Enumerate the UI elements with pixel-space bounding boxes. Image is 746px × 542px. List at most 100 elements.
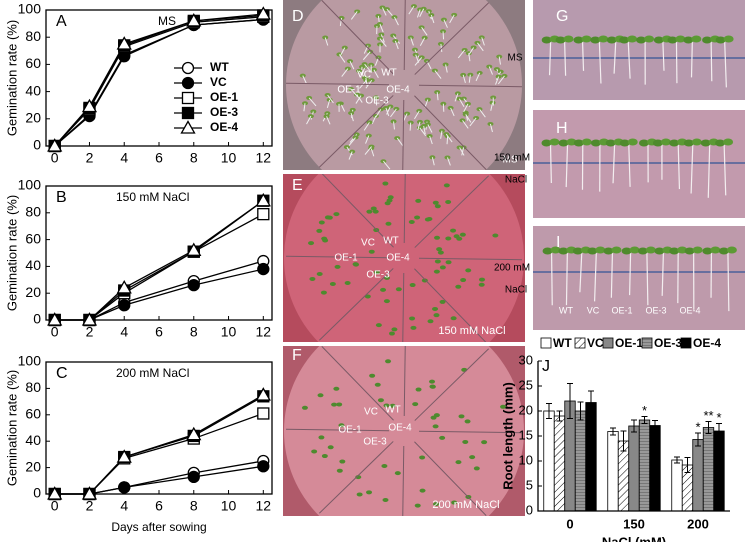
y-axis-label: Gemination rate (%) <box>4 20 19 136</box>
bar <box>607 431 619 512</box>
bar <box>553 415 566 512</box>
seedling <box>352 262 359 267</box>
seedling-root <box>579 250 583 293</box>
seedling <box>372 209 379 214</box>
plate-divider <box>414 2 489 75</box>
error-bar <box>588 390 594 415</box>
marker <box>81 486 98 500</box>
seedling <box>388 331 395 336</box>
condition-label: MS <box>158 14 176 28</box>
photo-text: WT <box>559 305 573 315</box>
seedling <box>629 246 640 254</box>
seedling <box>373 270 380 275</box>
seedling <box>318 435 325 440</box>
photo-text: 150 mM NaCl <box>438 325 505 337</box>
y-tick-label: 0 <box>526 502 533 517</box>
seedling <box>605 139 616 147</box>
seedling <box>445 200 452 205</box>
seedling-root <box>563 39 567 76</box>
marker <box>257 262 270 276</box>
seedling <box>409 283 416 288</box>
seedling <box>433 313 440 318</box>
marker <box>186 13 202 27</box>
seedling-root <box>341 68 349 77</box>
seedling <box>437 250 444 255</box>
plate-divider <box>414 268 487 342</box>
seedling <box>459 232 466 237</box>
seedling-root <box>339 17 343 27</box>
seedling <box>500 404 507 409</box>
seedling <box>549 138 560 146</box>
plate-divider <box>286 255 390 259</box>
seedling-root <box>488 66 493 75</box>
seedling <box>677 246 688 254</box>
series-line <box>54 268 264 321</box>
seedling <box>458 414 465 419</box>
seedling-root <box>497 75 505 85</box>
seedling <box>383 403 390 408</box>
error-bar <box>556 410 563 422</box>
seedling <box>541 139 552 147</box>
seedling <box>334 264 341 269</box>
seedling <box>375 323 382 328</box>
seedling <box>563 35 574 43</box>
seedling <box>339 459 346 464</box>
x-tick-label: 10 <box>221 324 237 340</box>
y-tick-label: 30 <box>519 352 533 367</box>
panel-label: H <box>556 120 568 137</box>
seedling <box>573 36 584 44</box>
error-bar <box>641 416 648 424</box>
panel-label: F <box>292 347 302 364</box>
seedling-root <box>463 103 469 113</box>
seedling <box>558 247 569 255</box>
seedling-root <box>340 47 346 56</box>
photo-text: OE-3 <box>645 305 666 315</box>
marker <box>47 312 63 326</box>
y-tick-label: 0 <box>33 137 41 153</box>
seedling <box>669 247 680 255</box>
seedling-root <box>350 112 354 122</box>
seedling <box>344 280 351 285</box>
seedling <box>587 247 598 255</box>
seedling-root <box>450 107 455 117</box>
seedling-root <box>598 39 602 84</box>
seedling <box>316 272 323 277</box>
seedling-root <box>371 115 377 125</box>
plate-divider <box>402 445 405 516</box>
seedling-root <box>381 7 387 16</box>
seedling-root <box>548 39 552 76</box>
x-tick-label: 0 <box>566 516 573 531</box>
seedling-root <box>350 11 358 20</box>
seedling-root <box>445 133 453 143</box>
marker <box>181 76 195 90</box>
seedling-root <box>419 37 426 47</box>
y-tick-label: 80 <box>25 204 41 220</box>
seedling <box>653 36 664 44</box>
panel-label: I <box>556 234 560 251</box>
seedling <box>644 35 655 43</box>
seedling <box>429 379 436 384</box>
seedling <box>370 206 377 211</box>
seedling <box>492 233 499 238</box>
plate-divider <box>414 348 489 421</box>
seedling-root <box>475 72 481 82</box>
seedling-root <box>723 142 727 196</box>
panel-label: B <box>56 189 67 206</box>
seedling <box>327 445 334 450</box>
seedling-root <box>364 146 372 155</box>
photo-text: NaCl <box>505 285 527 296</box>
photo-text: WT <box>385 405 401 416</box>
seedling <box>691 35 702 43</box>
seedling-root <box>308 97 317 107</box>
legend-label: VC <box>210 75 227 89</box>
plot-frame <box>45 361 273 495</box>
seedling-root <box>363 122 370 131</box>
x-tick-label: 8 <box>190 150 198 166</box>
seedling-root <box>610 250 614 298</box>
seedling <box>611 246 622 254</box>
plate-divider <box>319 95 394 168</box>
seedling <box>445 260 452 265</box>
series-line <box>54 200 264 321</box>
seedling <box>429 384 436 389</box>
seedling <box>572 247 583 255</box>
